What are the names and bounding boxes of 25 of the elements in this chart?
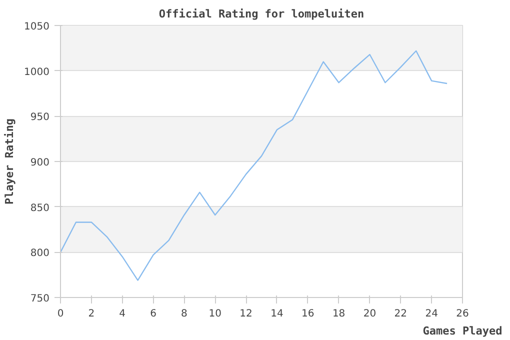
x-tick-label: 4 [119, 308, 126, 320]
y-axis-title: Player Rating [3, 118, 16, 205]
x-tick-label: 24 [425, 308, 438, 320]
x-tick-label: 16 [302, 308, 314, 320]
y-tick-label: 900 [30, 158, 50, 168]
chart-title: Official Rating for lompeluiten [158, 8, 364, 20]
x-tick-label: 10 [208, 308, 222, 320]
x-tick-label: 22 [394, 308, 408, 320]
x-tick-label: 2 [88, 308, 95, 320]
line-series [60, 50, 448, 281]
y-tick-label: 800 [30, 248, 50, 260]
x-tick-label: 6 [150, 308, 156, 320]
y-tick-label: 1050 [24, 22, 50, 32]
y-tick-label: 850 [30, 202, 50, 214]
y-tick-label: 750 [30, 294, 50, 304]
x-axis-title: Games Played [422, 324, 502, 338]
y-tick-label: 1000 [24, 66, 50, 78]
x-tick-label: 14 [270, 308, 284, 320]
y-tick-label: 950 [30, 112, 50, 124]
x-tick-label: 18 [332, 308, 346, 320]
x-tick-label: 26 [456, 308, 469, 320]
x-tick-label: 8 [181, 308, 188, 320]
x-tick-label: 20 [363, 308, 376, 320]
x-tick-label: 0 [57, 308, 64, 320]
x-tick-label: 12 [240, 308, 252, 320]
